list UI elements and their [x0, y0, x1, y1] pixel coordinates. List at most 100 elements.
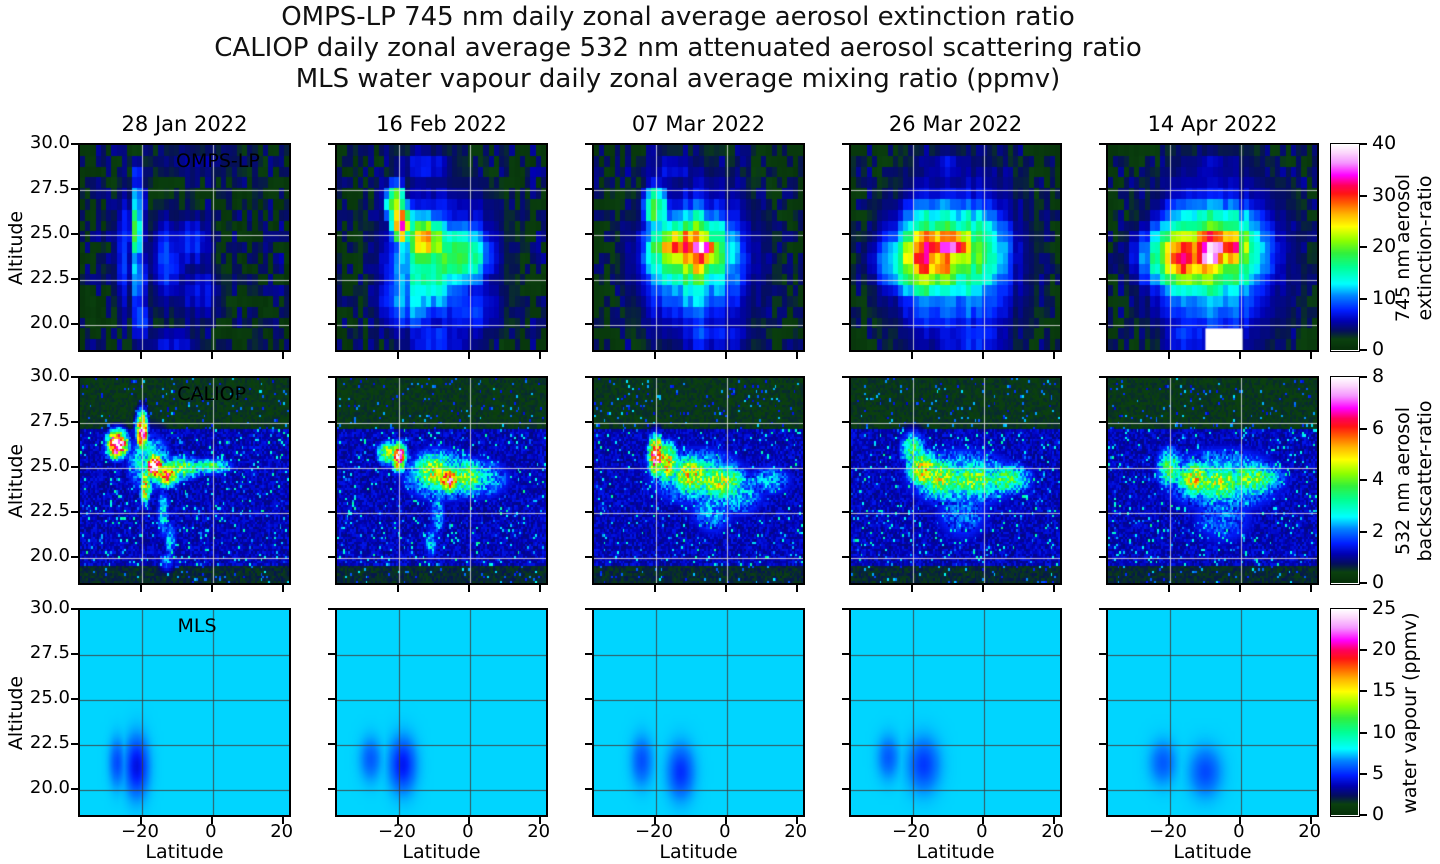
y-tick-mark	[842, 277, 849, 280]
y-tick-label: 25.0	[29, 221, 70, 243]
x-tick-mark	[910, 585, 913, 592]
colorbar-tick-mark	[1360, 690, 1367, 693]
x-tick-mark	[724, 817, 727, 824]
y-tick-mark	[71, 376, 78, 378]
y-tick-mark	[585, 697, 592, 700]
colorbar-tick-mark	[1360, 427, 1367, 430]
x-tick-label: −20	[120, 821, 159, 842]
y-tick-mark	[842, 232, 849, 235]
heatmap-canvas	[80, 610, 289, 815]
x-tick-label: −20	[891, 821, 930, 842]
heatmap-panel-caliop-col2	[335, 376, 548, 585]
x-tick-mark	[981, 817, 984, 824]
heatmap-canvas	[594, 378, 803, 583]
colorbar-canvas	[1331, 144, 1358, 350]
x-axis-label: Latitude	[659, 841, 738, 863]
column-header-date: 16 Feb 2022	[376, 112, 507, 136]
x-axis-label: Latitude	[1173, 841, 1252, 863]
x-tick-mark	[1309, 352, 1312, 359]
y-tick-mark	[328, 742, 335, 745]
heatmap-panel-caliop-col4	[849, 376, 1062, 585]
instrument-label: CALIOP	[177, 383, 247, 405]
x-tick-mark	[1309, 817, 1312, 824]
y-tick-mark	[585, 143, 592, 145]
column-header-date: 14 Apr 2022	[1147, 112, 1278, 136]
y-tick-label: 30.0	[29, 597, 70, 618]
heatmap-panel-mls-col2	[335, 608, 548, 817]
x-tick-mark	[981, 352, 984, 359]
x-tick-mark	[139, 352, 142, 359]
heatmap-canvas	[1108, 378, 1317, 583]
heatmap-canvas	[337, 145, 546, 350]
x-tick-mark	[467, 352, 470, 359]
x-tick-mark	[724, 352, 727, 359]
colorbar-tick-label: 40	[1372, 132, 1397, 154]
heatmap-panel-caliop-col5	[1106, 376, 1319, 585]
y-tick-mark	[585, 510, 592, 513]
y-tick-mark	[1099, 787, 1106, 790]
x-tick-mark	[910, 352, 913, 359]
y-tick-mark	[585, 608, 592, 610]
y-tick-label: 22.5	[29, 266, 70, 288]
x-tick-mark	[396, 585, 399, 592]
x-tick-mark	[1052, 817, 1055, 824]
x-tick-label: −20	[634, 821, 673, 842]
x-tick-label: 20	[527, 821, 551, 842]
colorbar-tick-mark	[1360, 246, 1367, 248]
colorbar-tick-label: 0	[1372, 803, 1385, 825]
y-tick-label: 27.5	[29, 409, 70, 431]
instrument-label: OMPS-LP	[176, 150, 260, 172]
y-tick-mark	[585, 322, 592, 325]
y-tick-mark	[842, 143, 849, 145]
colorbar-tick-label: 30	[1372, 183, 1397, 206]
x-tick-mark	[1238, 352, 1241, 359]
y-tick-mark	[842, 187, 849, 190]
y-tick-mark	[585, 232, 592, 235]
x-tick-mark	[210, 352, 213, 359]
y-tick-label: 30.0	[29, 132, 70, 153]
instrument-label: MLS	[177, 615, 217, 637]
y-tick-mark	[842, 420, 849, 423]
y-tick-label: 20.0	[29, 544, 70, 566]
column-header-date: 28 Jan 2022	[121, 112, 248, 136]
y-tick-label: 22.5	[29, 731, 70, 753]
column-header-date: 26 Mar 2022	[888, 112, 1023, 136]
x-tick-mark	[1309, 585, 1312, 592]
y-tick-mark	[1099, 187, 1106, 190]
y-tick-mark	[842, 608, 849, 610]
x-tick-mark	[538, 585, 541, 592]
colorbar-tick-mark	[1360, 349, 1367, 351]
y-tick-mark	[585, 465, 592, 468]
heatmap-panel-caliop-col1: CALIOP	[78, 376, 291, 585]
colorbar-canvas	[1331, 377, 1358, 583]
y-tick-mark	[328, 465, 335, 468]
colorbar-axis-label: 745 nm aerosol extinction-ratio	[1392, 173, 1436, 321]
y-tick-mark	[842, 652, 849, 655]
x-tick-label: 20	[784, 821, 808, 842]
y-tick-mark	[328, 143, 335, 145]
title-line-3: MLS water vapour daily zonal average mix…	[295, 64, 1061, 94]
x-tick-label: 0	[205, 821, 217, 842]
heatmap-canvas	[337, 378, 546, 583]
y-tick-mark	[1099, 376, 1106, 378]
heatmap-canvas	[337, 610, 546, 815]
x-tick-mark	[795, 352, 798, 359]
colorbar-tick-mark	[1360, 731, 1367, 734]
y-tick-mark	[71, 787, 78, 790]
x-tick-mark	[139, 585, 142, 592]
x-tick-mark	[724, 585, 727, 592]
y-tick-mark	[1099, 143, 1106, 145]
y-tick-mark	[71, 555, 78, 558]
colorbar-tick-mark	[1360, 194, 1367, 197]
colorbar-tick-mark	[1360, 772, 1367, 775]
figure-title: OMPS-LP 745 nm daily zonal average aeros…	[0, 2, 1356, 95]
y-tick-mark	[1099, 465, 1106, 468]
y-tick-mark	[842, 510, 849, 513]
x-axis-label: Latitude	[145, 841, 224, 863]
colorbar-axis-label-line: extinction-ratio	[1414, 175, 1436, 320]
x-tick-mark	[1167, 352, 1170, 359]
x-tick-label: 20	[1041, 821, 1065, 842]
y-tick-mark	[71, 420, 78, 423]
x-tick-label: 0	[976, 821, 988, 842]
y-tick-label: 20.0	[29, 776, 70, 798]
